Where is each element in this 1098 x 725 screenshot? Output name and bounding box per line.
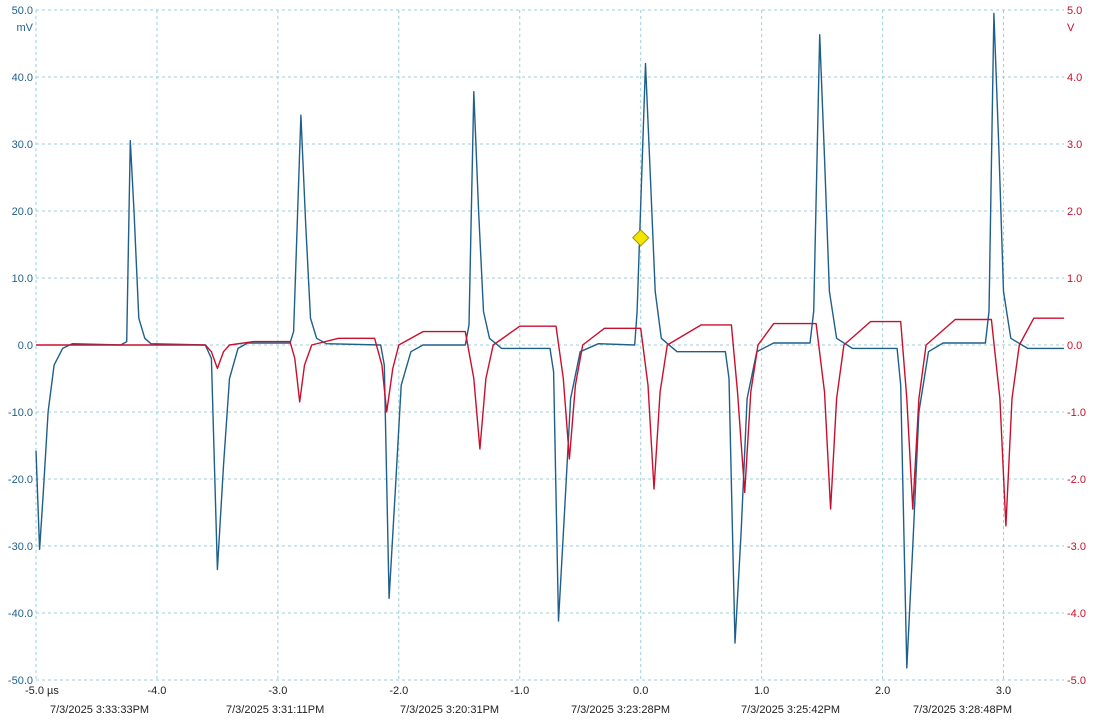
- x-axis-tick-label: -1.0: [510, 685, 529, 697]
- right-axis-ticks: 5.0 4.0 3.0 2.0 1.0 0.0 -1.0 -2.0 -3.0 -4.0 -5.0: [1067, 5, 1086, 687]
- timestamp-label: 7/3/2025 3:23:28PM: [571, 704, 670, 716]
- left-axis-tick-label: 30.0: [12, 139, 33, 151]
- right-axis-tick-label: 4.0: [1067, 72, 1082, 84]
- timestamp-label: 7/3/2025 3:28:48PM: [913, 704, 1012, 716]
- left-axis-tick-label: 20.0: [12, 206, 33, 218]
- x-axis-tick-label: 1.0: [754, 685, 769, 697]
- timestamp-label: 7/3/2025 3:25:42PM: [741, 704, 840, 716]
- timestamp-label: 7/3/2025 3:20:31PM: [400, 704, 499, 716]
- right-axis-tick-label: -2.0: [1067, 474, 1086, 486]
- x-axis-ticks: -5.0 µs -4.0 -3.0 -2.0 -1.0 0.0 1.0 2.0 3.0: [25, 685, 1011, 697]
- x-axis-tick-label: -4.0: [147, 685, 166, 697]
- left-axis-tick-label: 0.0: [18, 340, 33, 352]
- right-axis-tick-label: 0.0: [1067, 340, 1082, 352]
- left-axis-ticks: 50.0 40.0 30.0 20.0 10.0 0.0 -10.0 -20.0 -30.0 -4…: [8, 5, 33, 687]
- x-axis-tick-label: 3.0: [996, 685, 1011, 697]
- x-axis-tick-label: -3.0: [268, 685, 287, 697]
- left-axis-tick-label: 40.0: [12, 72, 33, 84]
- right-axis-unit: V: [1067, 22, 1075, 34]
- timestamp-label: 7/3/2025 3:31:11PM: [226, 704, 324, 716]
- right-axis-tick-label: -3.0: [1067, 541, 1086, 553]
- left-axis-tick-label: -30.0: [8, 541, 33, 553]
- x-axis-tick-label: -5.0 µs: [25, 685, 59, 697]
- right-axis-tick-label: 3.0: [1067, 139, 1082, 151]
- right-axis-tick-label: -1.0: [1067, 407, 1086, 419]
- right-axis-tick-label: -5.0: [1067, 675, 1086, 687]
- left-axis-tick-label: -40.0: [8, 608, 33, 620]
- right-axis-tick-label: 2.0: [1067, 206, 1082, 218]
- timestamp-label: 7/3/2025 3:33:33PM: [50, 704, 149, 716]
- left-axis-tick-label: -20.0: [8, 474, 33, 486]
- right-axis-tick-label: 5.0: [1067, 5, 1082, 17]
- timestamp-labels: 7/3/2025 3:33:33PM 7/3/2025 3:31:11PM 7/…: [50, 704, 1012, 716]
- left-axis-tick-label: 50.0: [12, 5, 33, 17]
- left-axis-unit: mV: [17, 22, 34, 34]
- right-axis-tick-label: -4.0: [1067, 608, 1086, 620]
- x-axis-tick-label: -2.0: [389, 685, 408, 697]
- x-axis-tick-label: 0.0: [633, 685, 648, 697]
- left-axis-tick-label: -10.0: [8, 407, 33, 419]
- left-axis-tick-label: 10.0: [12, 273, 33, 285]
- x-axis-tick-label: 2.0: [875, 685, 890, 697]
- right-axis-tick-label: 1.0: [1067, 273, 1082, 285]
